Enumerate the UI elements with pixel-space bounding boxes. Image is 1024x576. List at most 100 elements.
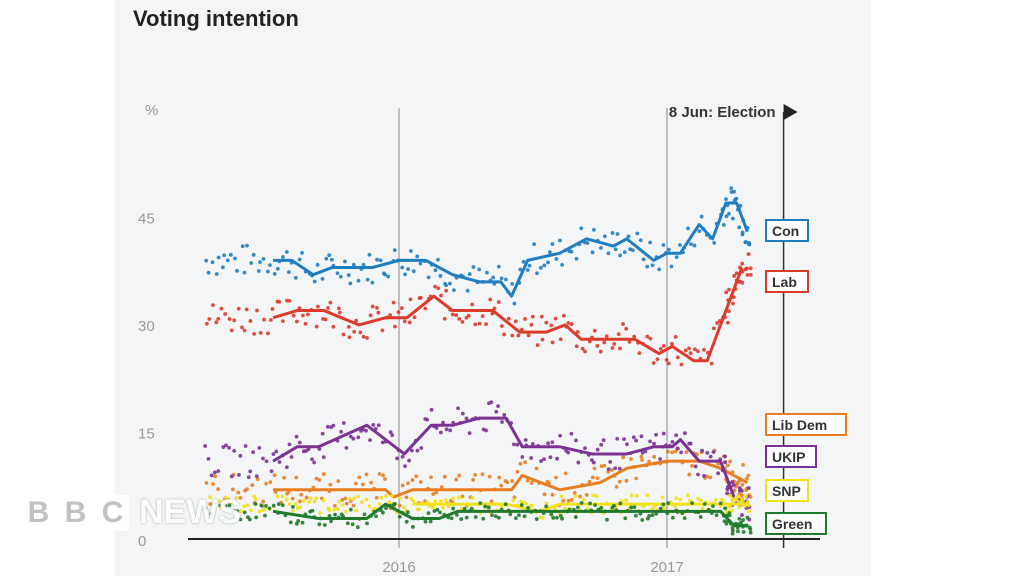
poll-dot <box>384 506 388 510</box>
poll-dot <box>732 274 737 278</box>
poll-dot <box>459 517 464 522</box>
poll-dot <box>731 483 736 487</box>
poll-dot <box>444 288 449 293</box>
poll-dot <box>724 214 729 219</box>
poll-dot <box>227 445 231 450</box>
poll-dot <box>512 301 517 306</box>
poll-dot <box>720 497 724 502</box>
poll-dot <box>438 273 443 278</box>
poll-dot <box>336 306 341 311</box>
poll-dot <box>312 499 317 504</box>
poll-dot <box>411 499 416 504</box>
poll-dot <box>338 274 343 279</box>
poll-dot <box>499 324 504 328</box>
poll-dot <box>660 495 665 500</box>
poll-dot <box>723 506 727 511</box>
poll-dot <box>666 361 671 366</box>
poll-dot <box>274 449 279 454</box>
poll-dot <box>534 466 539 471</box>
poll-dot <box>535 343 540 348</box>
poll-dot <box>560 262 565 267</box>
poll-dot <box>281 319 285 324</box>
poll-dot <box>317 522 322 527</box>
poll-dot <box>229 500 234 505</box>
poll-dot <box>204 258 209 263</box>
poll-dot <box>248 319 253 323</box>
poll-dot <box>584 492 589 497</box>
poll-dot <box>343 496 348 501</box>
poll-dot <box>652 441 656 446</box>
poll-dot <box>745 273 750 277</box>
poll-dot <box>419 446 424 450</box>
poll-dot <box>590 475 595 480</box>
poll-dot <box>262 317 266 322</box>
poll-dot <box>432 509 437 513</box>
poll-dot <box>739 493 744 498</box>
poll-dot <box>709 361 714 366</box>
poll-dot <box>242 270 247 275</box>
poll-dot <box>525 478 530 483</box>
poll-dot <box>287 299 292 303</box>
poll-dot <box>689 242 693 247</box>
poll-dot <box>388 430 393 435</box>
poll-dot <box>291 508 295 513</box>
poll-dot <box>651 361 656 365</box>
poll-dot <box>282 475 286 480</box>
poll-dot <box>670 341 674 346</box>
poll-dot <box>624 498 628 503</box>
poll-dot <box>477 267 482 272</box>
poll-dot <box>566 321 571 325</box>
poll-dot <box>705 450 710 455</box>
poll-dot <box>473 472 478 477</box>
poll-dot <box>298 499 302 504</box>
poll-dot <box>252 331 257 336</box>
poll-dot <box>626 234 631 239</box>
poll-dot <box>506 316 511 321</box>
poll-dot <box>664 358 669 362</box>
poll-dot <box>257 445 262 450</box>
logo-letter: C <box>96 494 129 531</box>
poll-dot <box>730 528 735 533</box>
poll-dot <box>612 503 616 508</box>
poll-dot <box>639 434 644 439</box>
poll-dot <box>255 308 259 313</box>
trend-line <box>412 502 748 513</box>
poll-dot <box>648 336 653 341</box>
poll-dot <box>332 503 337 508</box>
poll-dot <box>503 502 508 507</box>
poll-dot <box>583 446 587 451</box>
poll-dot <box>449 516 454 521</box>
poll-dot <box>728 493 733 498</box>
poll-dot <box>590 250 595 255</box>
poll-dot <box>266 331 270 336</box>
poll-dot <box>731 216 735 221</box>
poll-dot <box>540 337 545 342</box>
poll-dot <box>686 226 690 231</box>
legend-box <box>765 270 809 293</box>
election-annotation: 8 Jun: Election <box>669 104 776 121</box>
poll-dot <box>234 495 239 500</box>
poll-dot <box>661 502 666 507</box>
poll-dot <box>380 510 385 515</box>
poll-dot <box>746 252 751 257</box>
poll-dot <box>650 263 655 268</box>
poll-dot <box>579 226 584 231</box>
poll-dot <box>272 473 277 478</box>
poll-dot <box>382 272 387 277</box>
poll-dot <box>328 482 333 487</box>
poll-dot <box>354 318 359 323</box>
poll-dot <box>558 433 562 438</box>
poll-dot <box>511 498 516 503</box>
poll-dot <box>436 286 441 291</box>
poll-dot <box>224 443 228 448</box>
poll-dot <box>236 306 241 311</box>
poll-dot <box>351 436 356 441</box>
poll-dot <box>563 471 568 476</box>
poll-dot <box>734 196 739 201</box>
poll-dot <box>223 495 228 500</box>
poll-dot <box>284 250 289 254</box>
poll-dot <box>708 454 713 459</box>
poll-dot <box>388 313 392 317</box>
poll-dot <box>484 428 488 433</box>
